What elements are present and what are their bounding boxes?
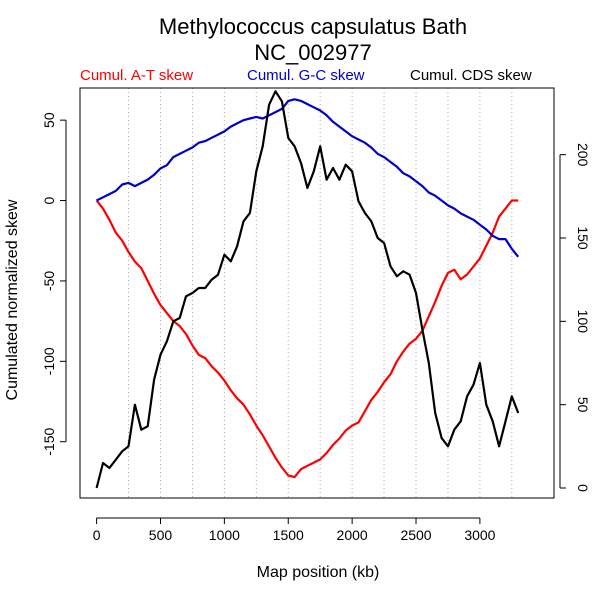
series-lines	[95, 90, 520, 489]
plot-frame	[79, 87, 555, 499]
y2-tick-label: 0	[575, 484, 591, 492]
x-axis-label: Map position (kb)	[257, 564, 380, 581]
y-tick-label: -100	[41, 347, 57, 375]
chart-subtitle: NC_002977	[254, 40, 371, 65]
x-tick-label: 2000	[337, 527, 368, 543]
chart-title: Methylococcus capsulatus Bath	[159, 14, 467, 39]
legend-gc-skew: Cumul. G-C skew	[247, 67, 365, 84]
x-tick-label: 1500	[273, 527, 304, 543]
y2-tick-label: 200	[575, 143, 591, 167]
legend-at-skew: Cumul. A-T skew	[80, 67, 193, 84]
y-axis-label: Cumulated normalized skew	[4, 199, 21, 400]
x-tick-label: 2500	[400, 527, 431, 543]
series-line-0	[95, 199, 519, 479]
series-line-2	[95, 90, 520, 489]
x-tick-label: 0	[93, 527, 101, 543]
axes: 0 500 1000 1500 2000 2500 3000-150-100-5005005…	[41, 112, 591, 543]
y2-tick-label: 150	[575, 226, 591, 250]
y-tick-label: -150	[41, 428, 57, 456]
x-tick-label: 1000	[209, 527, 240, 543]
y2-tick-label: 50	[575, 397, 591, 413]
x-tick-label: 3000	[464, 527, 495, 543]
y-tick-label: -50	[41, 271, 57, 291]
x-tick-label: 500	[149, 527, 173, 543]
legend-cds-skew: Cumul. CDS skew	[410, 67, 532, 84]
series-line-1	[96, 98, 520, 258]
y-tick-label: 50	[41, 112, 57, 128]
y-tick-label: 0	[41, 196, 57, 204]
y2-tick-label: 100	[575, 310, 591, 334]
